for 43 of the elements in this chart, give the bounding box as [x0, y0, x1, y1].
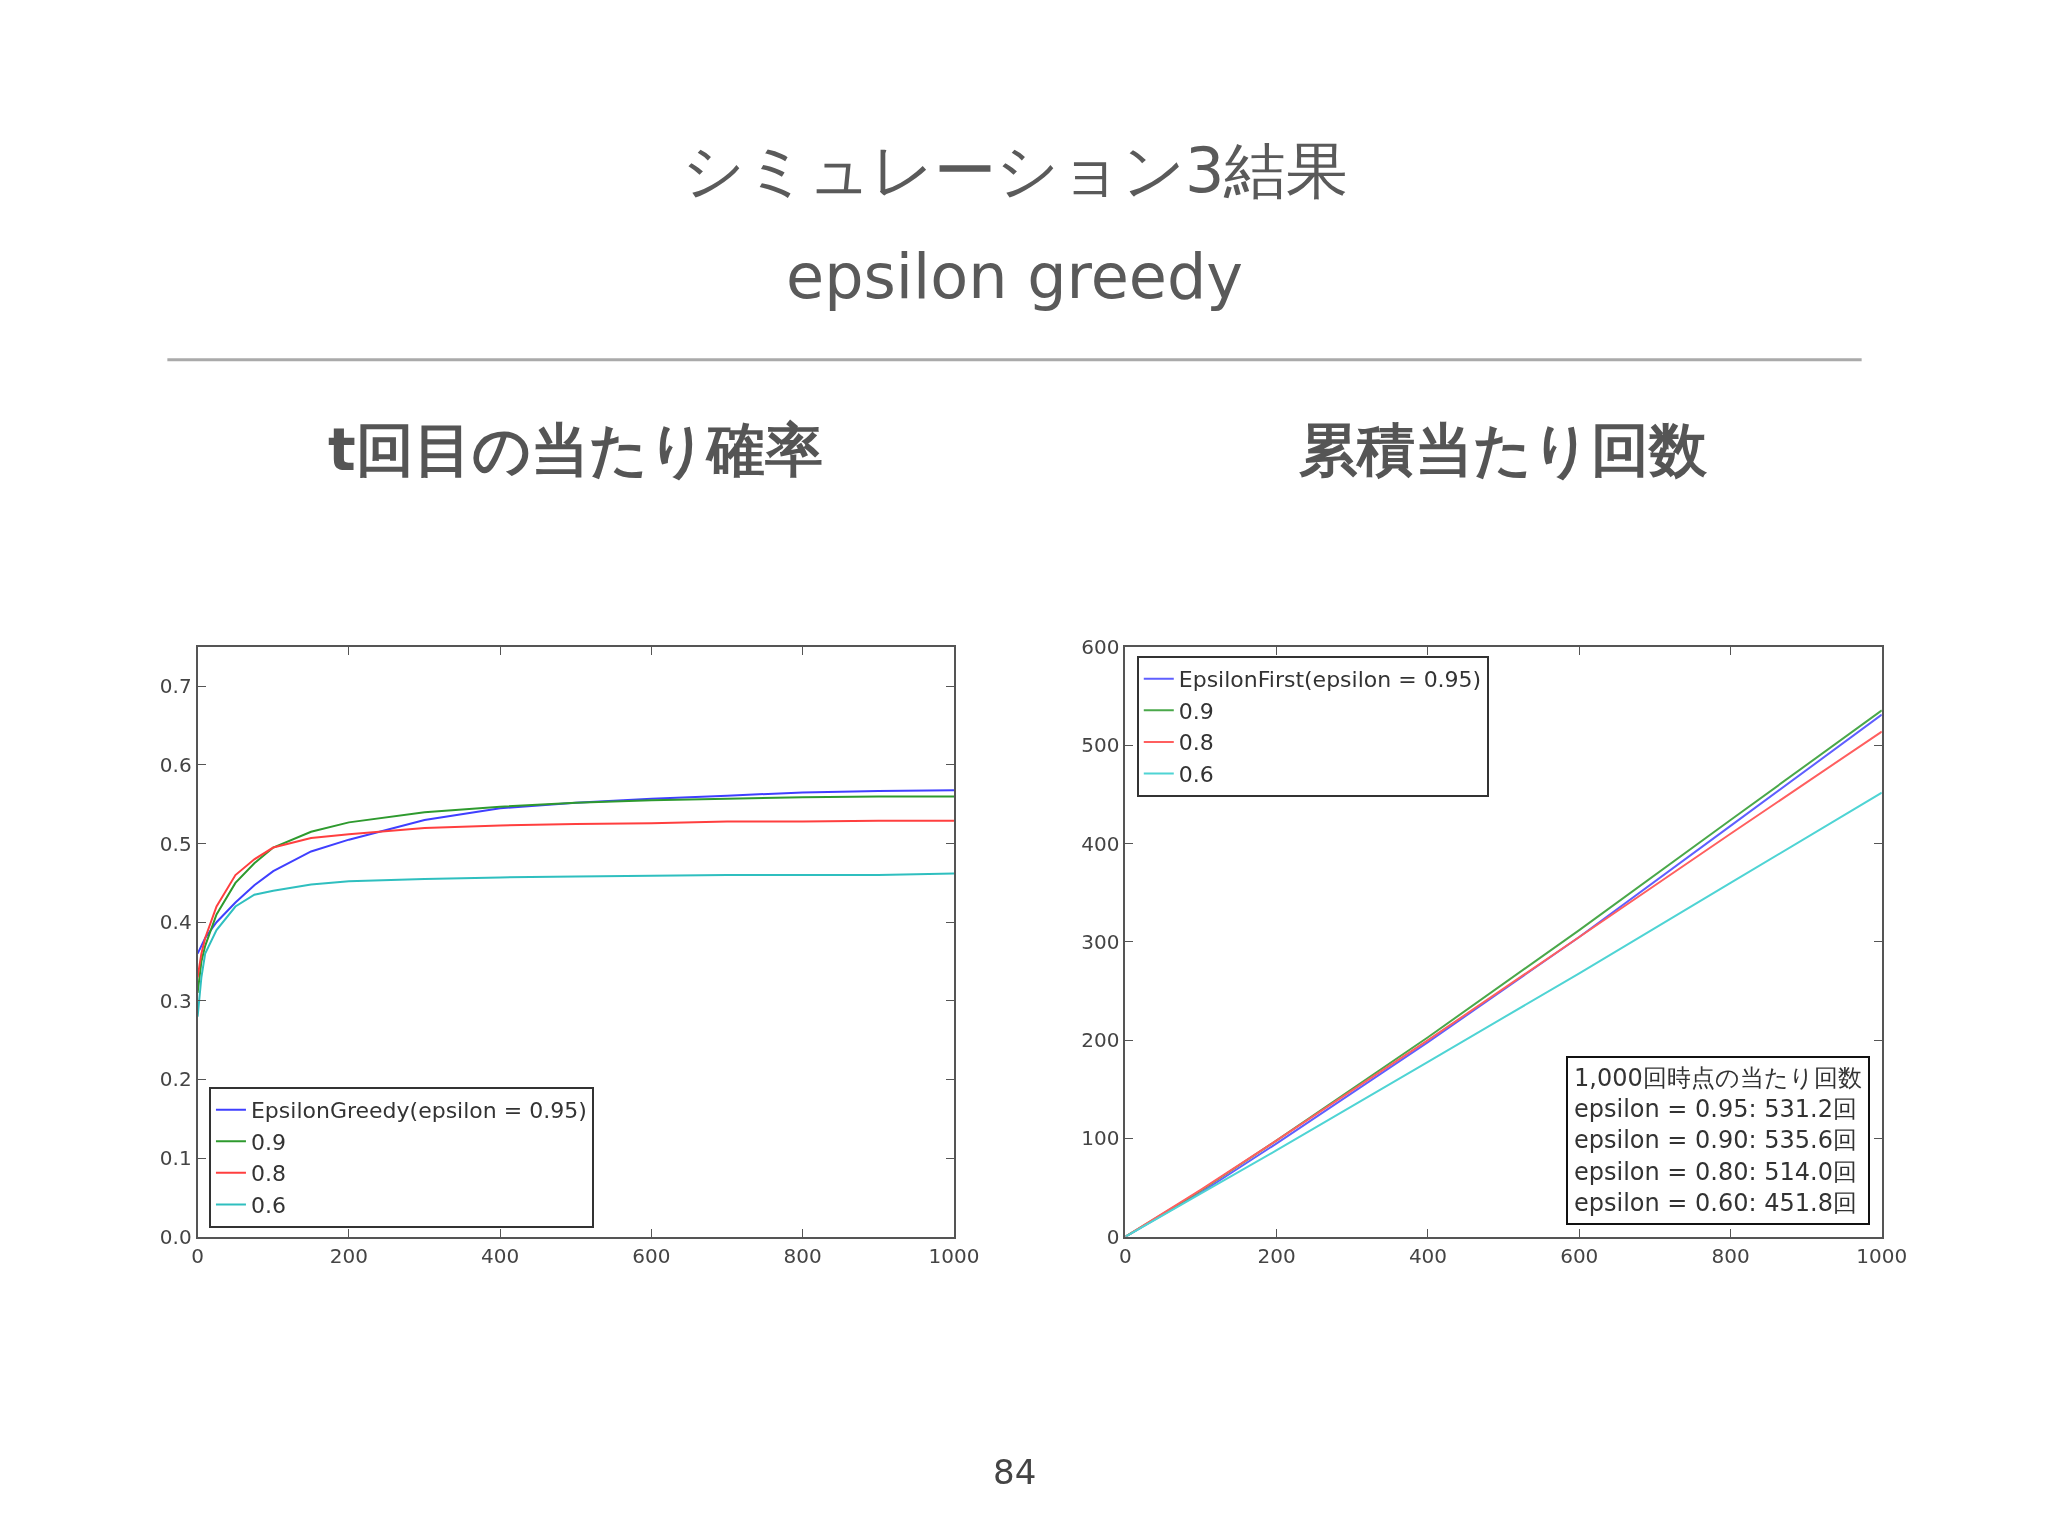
legend-label: 0.6: [250, 1193, 286, 1219]
y-tick-label: 0.4: [159, 910, 192, 935]
x-tick-label: 1000: [928, 1243, 980, 1268]
x-tick-label: 800: [783, 1243, 822, 1268]
line-series: [197, 872, 954, 1018]
x-tick-label: 400: [1408, 1243, 1448, 1268]
y-tick-label: 0.3: [159, 988, 192, 1013]
text: 84: [993, 1452, 1037, 1492]
y-tick-label: 400: [1081, 831, 1120, 856]
y-tick-label: 200: [1081, 1028, 1120, 1053]
legend-label: 0.9: [1178, 698, 1214, 724]
line-series: [197, 819, 954, 979]
x-tick-label: 600: [632, 1243, 671, 1268]
annotation: 1,000回時点の当たり回数 epsilon = 0.95: 531.2回 epsilon = 0.90: 535.6回 epsilon = 0.80: 514.0回 epsilon = 0.60: 451.8回: [1574, 1064, 1862, 1217]
y-tick-label: 500: [1081, 733, 1120, 758]
y-tick-label: 0.7: [159, 674, 192, 699]
chart-title: 累積当たり回数: [1299, 416, 1708, 484]
x-tick-label: 600: [1560, 1243, 1599, 1268]
text: シミュレーション3結果: [682, 134, 1349, 207]
legend-label: 0.8: [250, 1161, 286, 1187]
y-tick-label: 100: [1081, 1126, 1120, 1151]
x-tick-label: 1000: [1856, 1243, 1908, 1268]
legend-label: EpsilonFirst(epsilon = 0.95): [1178, 667, 1482, 693]
text: epsilon greedy: [786, 240, 1244, 313]
legend-label: EpsilonGreedy(epsilon = 0.95): [250, 1098, 587, 1124]
y-tick-label: 0.5: [159, 831, 192, 856]
legend-label: 0.6: [1178, 762, 1214, 788]
legend-label: 0.8: [1178, 730, 1214, 756]
legend-label: 0.9: [250, 1129, 286, 1155]
x-tick-label: 200: [1257, 1243, 1296, 1268]
line-series: [197, 789, 954, 955]
y-tick-label: 0.1: [159, 1146, 192, 1171]
y-tick-label: 0.2: [159, 1067, 192, 1092]
chart-title: t回目の当たり確率: [328, 416, 823, 484]
y-tick-label: 0.6: [159, 752, 192, 777]
y-tick-label: 600: [1081, 635, 1120, 660]
x-tick-label: 400: [481, 1243, 520, 1268]
y-tick-label: 300: [1081, 929, 1120, 954]
y-tick-label: 0: [1106, 1224, 1120, 1249]
x-tick-label: 800: [1711, 1243, 1750, 1268]
x-tick-label: 200: [329, 1243, 368, 1268]
line-series: [197, 795, 954, 994]
y-tick-label: 0.0: [159, 1224, 192, 1249]
